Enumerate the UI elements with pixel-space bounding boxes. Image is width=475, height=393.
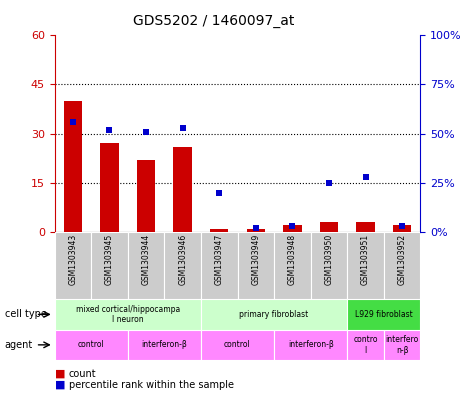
Bar <box>274 35 311 232</box>
Bar <box>384 35 420 232</box>
Bar <box>393 225 411 232</box>
Bar <box>91 35 128 232</box>
Text: primary fibroblast: primary fibroblast <box>239 310 309 319</box>
Point <box>252 225 259 231</box>
Text: agent: agent <box>5 340 33 350</box>
Bar <box>128 35 164 232</box>
Bar <box>274 330 347 360</box>
Bar <box>384 330 420 360</box>
Bar <box>137 160 155 232</box>
Bar <box>201 35 238 232</box>
Point <box>142 129 150 135</box>
Point <box>69 119 77 125</box>
Bar <box>164 232 201 299</box>
Bar <box>347 299 420 330</box>
Bar <box>201 232 238 299</box>
Text: GSM1303952: GSM1303952 <box>398 234 407 285</box>
Text: GSM1303950: GSM1303950 <box>324 234 333 285</box>
Text: interferon-β: interferon-β <box>142 340 187 349</box>
Point <box>362 174 370 180</box>
Text: mixed cortical/hippocampa
l neuron: mixed cortical/hippocampa l neuron <box>76 305 180 324</box>
Bar <box>356 222 375 232</box>
Bar <box>347 35 384 232</box>
Bar <box>100 143 119 232</box>
Bar <box>128 232 164 299</box>
Text: percentile rank within the sample: percentile rank within the sample <box>69 380 234 390</box>
Bar <box>201 299 347 330</box>
Text: contro
l: contro l <box>353 335 378 354</box>
Bar <box>247 229 265 232</box>
Bar <box>128 330 201 360</box>
Bar <box>311 35 347 232</box>
Bar <box>55 299 201 330</box>
Text: GSM1303948: GSM1303948 <box>288 234 297 285</box>
Text: GSM1303945: GSM1303945 <box>105 234 114 285</box>
Bar <box>320 222 338 232</box>
Point <box>105 127 113 133</box>
Text: GDS5202 / 1460097_at: GDS5202 / 1460097_at <box>133 14 294 28</box>
Text: ■: ■ <box>55 380 65 390</box>
Point <box>216 189 223 196</box>
Text: GSM1303947: GSM1303947 <box>215 234 224 285</box>
Bar <box>311 232 347 299</box>
Text: interfero
n-β: interfero n-β <box>385 335 419 354</box>
Bar <box>347 232 384 299</box>
Bar <box>64 101 82 232</box>
Bar <box>210 229 228 232</box>
Bar <box>55 35 91 232</box>
Text: ■: ■ <box>55 369 65 379</box>
Text: control: control <box>224 340 251 349</box>
Point <box>289 223 296 229</box>
Text: control: control <box>78 340 104 349</box>
Text: interferon-β: interferon-β <box>288 340 333 349</box>
Bar <box>164 35 201 232</box>
Text: GSM1303951: GSM1303951 <box>361 234 370 285</box>
Point <box>179 125 186 131</box>
Text: GSM1303949: GSM1303949 <box>251 234 260 285</box>
Bar <box>55 232 91 299</box>
Bar <box>91 232 128 299</box>
Text: GSM1303944: GSM1303944 <box>142 234 151 285</box>
Text: GSM1303946: GSM1303946 <box>178 234 187 285</box>
Bar <box>201 330 274 360</box>
Text: L929 fibroblast: L929 fibroblast <box>355 310 413 319</box>
Bar <box>173 147 192 232</box>
Bar <box>384 232 420 299</box>
Point <box>398 223 406 229</box>
Bar <box>283 225 302 232</box>
Text: cell type: cell type <box>5 309 47 320</box>
Point <box>325 180 332 186</box>
Bar <box>274 232 311 299</box>
Bar <box>238 232 274 299</box>
Bar <box>347 330 384 360</box>
Text: count: count <box>69 369 96 379</box>
Text: GSM1303943: GSM1303943 <box>68 234 77 285</box>
Bar <box>238 35 274 232</box>
Bar <box>55 330 128 360</box>
